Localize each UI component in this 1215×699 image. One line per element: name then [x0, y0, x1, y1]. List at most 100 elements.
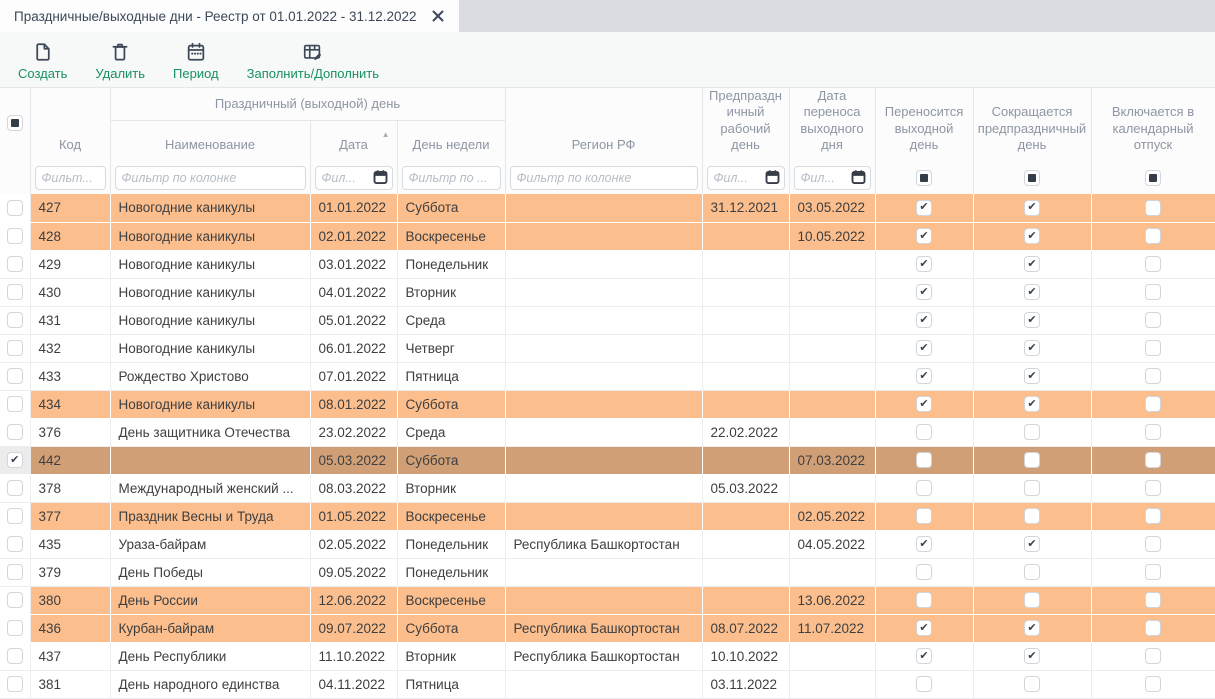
vacation-checkbox[interactable] [1145, 508, 1161, 525]
vacation-checkbox[interactable] [1145, 648, 1161, 665]
vacation-checkbox[interactable] [1145, 676, 1161, 693]
carry-checkbox[interactable] [916, 424, 932, 441]
filter-input-pre-holiday[interactable] [706, 165, 785, 190]
tab-holidays-registry[interactable]: Праздничные/выходные дни - Реестр от 01.… [0, 0, 459, 32]
row-checkbox[interactable] [6, 592, 23, 609]
fill-append-button[interactable]: Заполнить/Дополнить [247, 40, 379, 81]
filter-input-region[interactable] [509, 165, 698, 190]
table-row[interactable]: 432 Новогодние каникулы 06.01.2022 Четверг [0, 334, 1215, 363]
shorten-checkbox[interactable] [1024, 396, 1040, 413]
shorten-checkbox[interactable] [1024, 452, 1040, 469]
carry-checkbox[interactable] [916, 480, 932, 497]
row-checkbox[interactable] [6, 396, 23, 413]
table-row[interactable]: 377 Праздник Весны и Труда 01.05.2022 Воскр… [0, 502, 1215, 531]
calendar-picker-icon[interactable] [373, 170, 388, 185]
carry-checkbox[interactable] [916, 508, 932, 525]
row-checkbox[interactable] [6, 256, 23, 273]
create-button[interactable]: Создать [18, 40, 67, 81]
filter-input-weekday[interactable] [401, 165, 501, 190]
table-row[interactable]: 430 Новогодние каникулы 04.01.2022 Вторник [0, 278, 1215, 307]
carry-checkbox[interactable] [916, 396, 932, 413]
vacation-checkbox[interactable] [1145, 452, 1161, 469]
row-checkbox[interactable] [6, 228, 23, 245]
table-row[interactable]: 376 День защитника Отечества 23.02.2022 Сре… [0, 418, 1215, 447]
table-row[interactable]: 379 День Победы 09.05.2022 Понедельник [0, 558, 1215, 587]
carry-checkbox[interactable] [916, 256, 932, 273]
column-header-pre-holiday[interactable]: Предпраздничный рабочий день [702, 88, 790, 161]
row-checkbox[interactable] [6, 452, 23, 469]
carry-checkbox[interactable] [916, 368, 932, 385]
carry-checkbox[interactable] [916, 452, 932, 469]
carry-checkbox[interactable] [916, 199, 932, 216]
filter-input-name[interactable] [114, 165, 306, 190]
row-checkbox[interactable] [6, 480, 23, 497]
carry-checkbox[interactable] [916, 620, 932, 637]
shorten-checkbox[interactable] [1024, 256, 1040, 273]
table-row[interactable]: 380 День России 12.06.2022 Воскресенье 13.06… [0, 586, 1215, 615]
period-button[interactable]: Период [173, 40, 219, 81]
row-checkbox[interactable] [6, 676, 23, 693]
carry-checkbox[interactable] [916, 648, 932, 665]
carry-checkbox[interactable] [916, 312, 932, 329]
row-checkbox[interactable] [6, 424, 23, 441]
row-checkbox[interactable] [6, 536, 23, 553]
filter-input-code[interactable] [34, 165, 106, 190]
shorten-checkbox[interactable] [1024, 424, 1040, 441]
row-checkbox[interactable] [6, 620, 23, 637]
column-header-vacation[interactable]: Включается в календарный отпуск [1091, 88, 1215, 161]
table-row[interactable]: 433 Рождество Христово 07.01.2022 Пятница [0, 362, 1215, 391]
column-header-code[interactable]: Код [30, 88, 111, 161]
column-header-carry[interactable]: Переносится выходной день [875, 88, 974, 161]
vacation-checkbox[interactable] [1145, 228, 1161, 245]
filter-input-transfer-date[interactable] [793, 165, 871, 190]
shorten-checkbox[interactable] [1024, 368, 1040, 385]
row-checkbox[interactable] [6, 564, 23, 581]
vacation-checkbox[interactable] [1145, 312, 1161, 329]
shorten-checkbox[interactable] [1024, 564, 1040, 581]
vacation-checkbox[interactable] [1145, 284, 1161, 301]
filter-input-date[interactable] [314, 165, 393, 190]
column-header-region[interactable]: Регион РФ [505, 88, 703, 161]
vacation-checkbox[interactable] [1145, 424, 1161, 441]
column-header-date[interactable]: Дата ▲ [310, 120, 398, 161]
shorten-checkbox[interactable] [1024, 508, 1040, 525]
shorten-checkbox[interactable] [1024, 340, 1040, 357]
delete-button[interactable]: Удалить [95, 40, 145, 81]
column-header-shorten[interactable]: Сокращается предпраздничный день [973, 88, 1092, 161]
column-header-transfer-date[interactable]: Дата переноса выходного дня [789, 88, 876, 161]
row-checkbox[interactable] [6, 368, 23, 385]
vacation-checkbox[interactable] [1145, 256, 1161, 273]
shorten-checkbox[interactable] [1024, 312, 1040, 329]
table-row[interactable]: 381 День народного единства 04.11.2022 Пятн… [0, 670, 1215, 699]
table-row[interactable]: 435 Ураза-байрам 02.05.2022 Понедельник Респ… [0, 530, 1215, 559]
carry-checkbox[interactable] [916, 536, 932, 553]
vacation-checkbox[interactable] [1145, 480, 1161, 497]
calendar-picker-icon[interactable] [765, 170, 780, 185]
shorten-checkbox[interactable] [1024, 480, 1040, 497]
carry-checkbox[interactable] [916, 228, 932, 245]
vacation-checkbox[interactable] [1145, 592, 1161, 609]
carry-filter-checkbox[interactable] [916, 169, 932, 186]
column-header-name[interactable]: Наименование [110, 120, 311, 161]
close-icon[interactable] [431, 9, 445, 23]
vacation-checkbox[interactable] [1145, 620, 1161, 637]
carry-checkbox[interactable] [916, 676, 932, 693]
shorten-checkbox[interactable] [1024, 536, 1040, 553]
vacation-checkbox[interactable] [1145, 340, 1161, 357]
vacation-checkbox[interactable] [1145, 396, 1161, 413]
column-header-weekday[interactable]: День недели [397, 120, 506, 161]
vacation-checkbox[interactable] [1145, 368, 1161, 385]
shorten-checkbox[interactable] [1024, 648, 1040, 665]
row-checkbox[interactable] [6, 648, 23, 665]
row-checkbox[interactable] [6, 284, 23, 301]
shorten-checkbox[interactable] [1024, 592, 1040, 609]
row-checkbox[interactable] [6, 340, 23, 357]
table-row[interactable]: 428 Новогодние каникулы 02.01.2022 Воскресе… [0, 222, 1215, 251]
row-checkbox[interactable] [6, 312, 23, 329]
table-row[interactable]: 434 Новогодние каникулы 08.01.2022 Суббота [0, 390, 1215, 419]
table-row[interactable]: 436 Курбан-байрам 09.07.2022 Суббота Республ… [0, 614, 1215, 643]
table-row[interactable]: 378 Международный женский ... 08.03.2022 Вт… [0, 474, 1215, 503]
table-row[interactable]: 429 Новогодние каникулы 03.01.2022 Понедель… [0, 250, 1215, 279]
carry-checkbox[interactable] [916, 592, 932, 609]
